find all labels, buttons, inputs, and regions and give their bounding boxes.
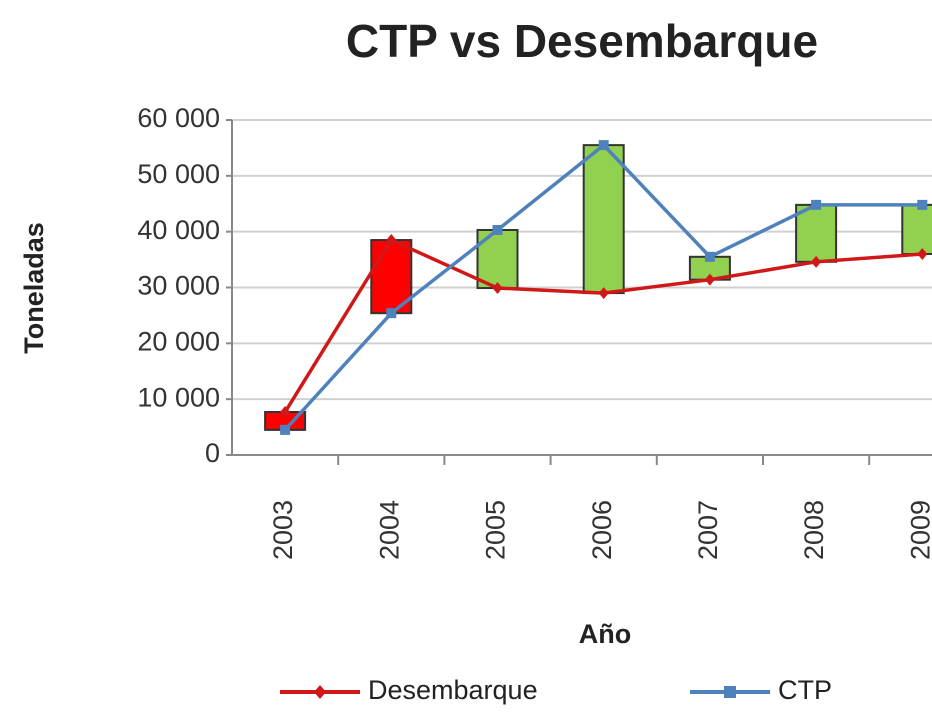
x-tick-label: 2004 [374, 500, 404, 560]
marker [280, 406, 291, 419]
y-tick-label: 50 000 [137, 159, 220, 189]
y-tick-label: 20 000 [137, 326, 220, 356]
marker [704, 251, 715, 262]
legend-marker [724, 686, 736, 698]
legend-label: CTP [778, 675, 832, 705]
y-tick-label: 30 000 [137, 271, 220, 301]
legend-label: Desembarque [368, 675, 538, 705]
x-tick-label: 2007 [693, 500, 723, 560]
y-tick-label: 60 000 [137, 103, 220, 133]
marker [917, 199, 928, 210]
y-tick-label: 10 000 [137, 382, 220, 412]
x-tick-label: 2006 [587, 500, 617, 560]
x-tick-label: 2009 [905, 500, 932, 560]
y-axis-label: Toneladas [19, 222, 49, 354]
marker [386, 234, 397, 247]
marker [704, 273, 715, 286]
x-tick-label: 2003 [268, 500, 298, 560]
y-tick-label: 40 000 [137, 215, 220, 245]
marker [917, 248, 928, 260]
marker [598, 140, 609, 151]
up-bar [582, 144, 625, 295]
marker [492, 282, 503, 295]
x-tick-label: 2008 [799, 500, 829, 560]
up-bar [901, 203, 932, 256]
marker [280, 424, 291, 435]
x-tick-label: 2005 [481, 500, 511, 560]
marker [386, 308, 397, 319]
marker [598, 287, 609, 300]
y-tick-label: 0 [205, 438, 220, 468]
up-bar [476, 228, 519, 290]
x-axis-label: Año [579, 619, 631, 649]
chart-title: CTP vs Desembarque [346, 15, 818, 67]
marker [811, 255, 822, 268]
legend-marker [314, 685, 326, 699]
marker [811, 199, 822, 210]
marker [492, 224, 503, 235]
